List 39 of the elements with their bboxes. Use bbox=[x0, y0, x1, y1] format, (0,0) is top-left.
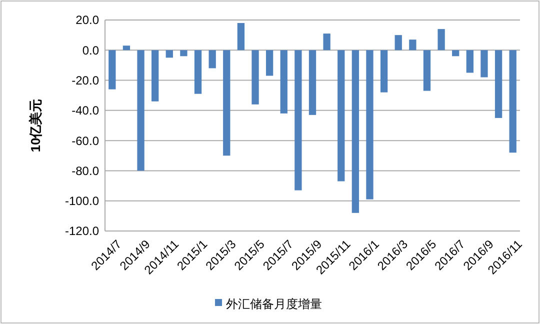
bar bbox=[194, 50, 202, 94]
bar bbox=[252, 50, 259, 104]
y-tick-label: -20.0 bbox=[72, 73, 100, 88]
y-tick-label: -80.0 bbox=[72, 164, 100, 178]
y-tick-label: -100.0 bbox=[64, 194, 100, 208]
bar bbox=[237, 23, 245, 50]
bar bbox=[494, 50, 502, 118]
bar bbox=[152, 50, 159, 102]
bar bbox=[280, 50, 288, 114]
bar bbox=[466, 50, 474, 73]
bar bbox=[294, 50, 302, 190]
y-tick-label: -60.0 bbox=[72, 134, 100, 148]
bar bbox=[366, 50, 374, 200]
y-tick-label: 20.0 bbox=[76, 13, 100, 28]
bar bbox=[108, 50, 116, 90]
bar bbox=[180, 50, 188, 56]
bar bbox=[266, 50, 274, 76]
bar bbox=[166, 50, 173, 58]
bar bbox=[509, 50, 516, 153]
bar bbox=[438, 29, 445, 50]
bar bbox=[394, 35, 402, 50]
bar bbox=[308, 50, 316, 115]
y-tick-label: -120.0 bbox=[64, 224, 100, 238]
bar bbox=[380, 50, 388, 92]
bar bbox=[137, 50, 144, 171]
bar bbox=[223, 50, 230, 156]
legend-label: 外汇储备月度增量 bbox=[226, 297, 322, 312]
y-tick-label: -40.0 bbox=[72, 104, 100, 118]
bar bbox=[122, 46, 130, 50]
y-axis-title: 10亿美元 bbox=[28, 98, 43, 152]
bar bbox=[352, 50, 360, 213]
bar bbox=[423, 50, 431, 91]
bar bbox=[208, 50, 216, 68]
bar bbox=[409, 40, 416, 50]
bar bbox=[323, 34, 330, 50]
bar bbox=[452, 50, 460, 56]
y-tick-label: 0.0 bbox=[82, 43, 100, 58]
bar bbox=[338, 50, 345, 182]
bar bbox=[480, 50, 488, 78]
